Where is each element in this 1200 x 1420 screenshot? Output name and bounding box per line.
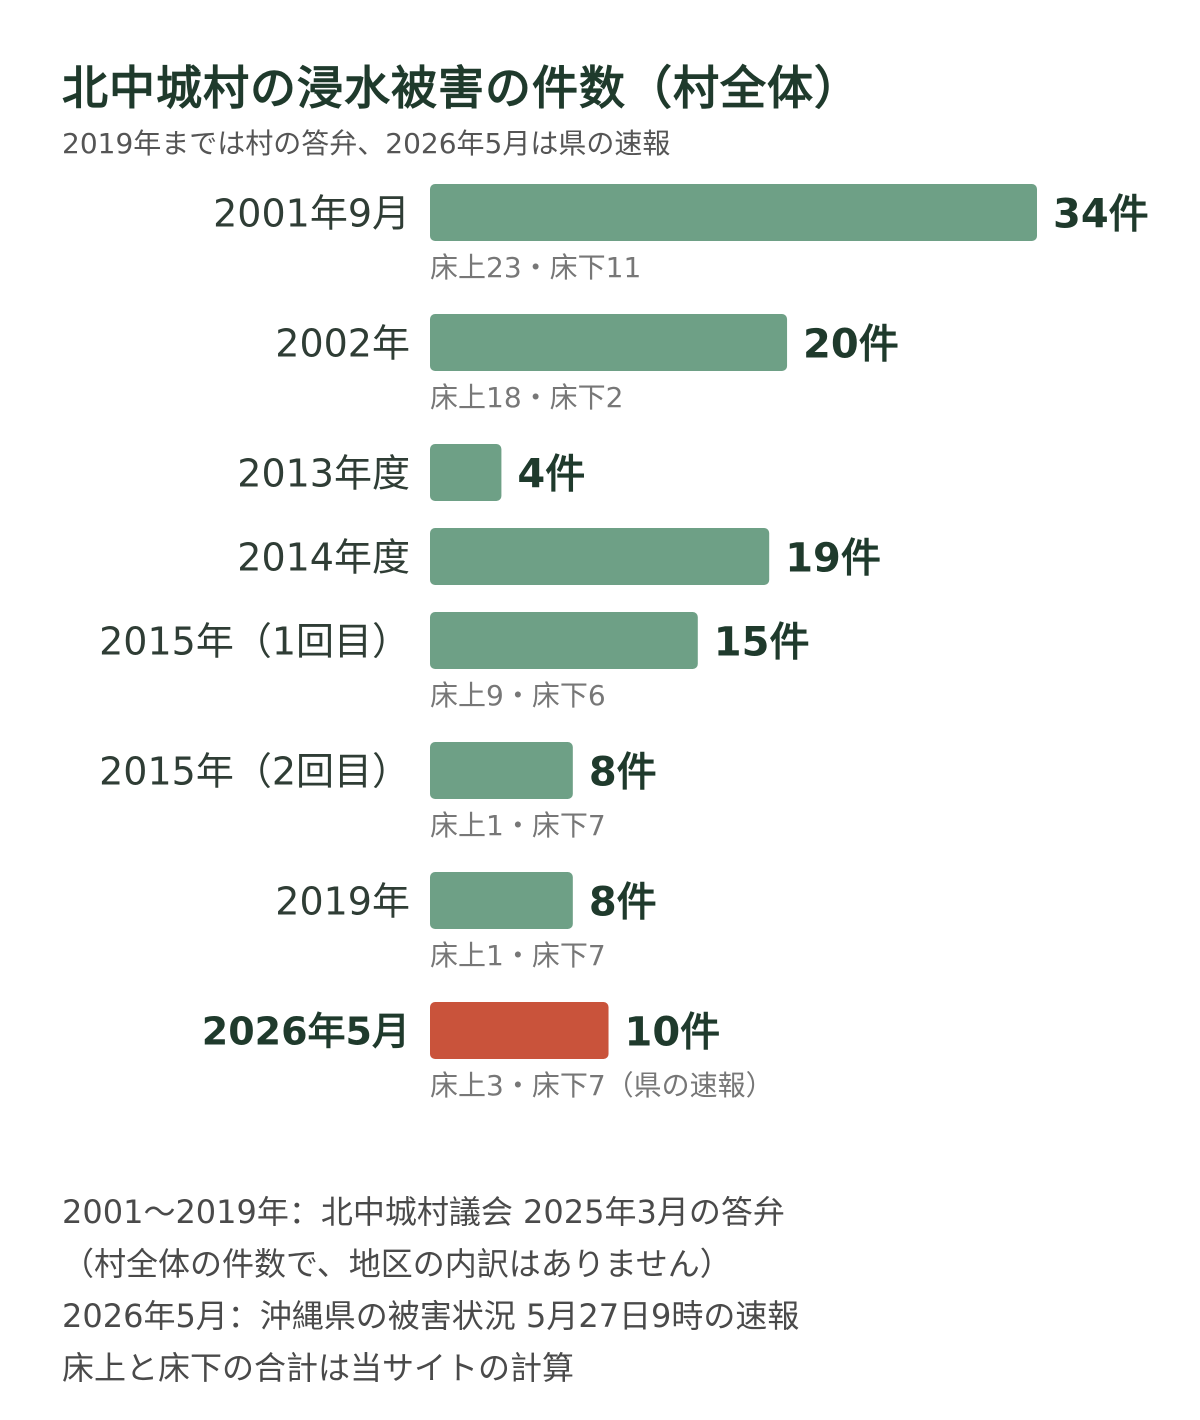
breakdown-label: 床上18・床下2 (430, 381, 623, 414)
breakdown-label: 床上9・床下6 (430, 679, 606, 712)
category-label: 2015年（1回目） (99, 620, 410, 664)
value-label: 8件 (589, 880, 657, 926)
breakdown-label: 床上1・床下7 (430, 939, 606, 972)
value-label: 8件 (589, 750, 657, 796)
bar (430, 314, 788, 371)
category-label: 2014年度 (237, 536, 410, 580)
bar-highlight (430, 1002, 609, 1059)
source-notes: 2001〜2019年：北中城村議会 2025年3月の答弁 （村全体の件数で、地区… (62, 1186, 1162, 1394)
chart-subtitle: 2019年までは村の答弁、2026年5月は県の速報 (62, 127, 671, 160)
value-label: 15件 (714, 620, 810, 666)
bar (430, 872, 573, 929)
bar (430, 612, 698, 669)
breakdown-label: 床上23・床下11 (430, 251, 641, 284)
value-label: 19件 (785, 536, 881, 582)
category-label: 2013年度 (237, 452, 410, 496)
category-label: 2002年 (275, 322, 410, 366)
bar (430, 444, 502, 501)
category-label: 2015年（2回目） (99, 750, 410, 794)
bar (430, 742, 573, 799)
value-label: 34件 (1053, 192, 1149, 238)
chart-title: 北中城村の浸水被害の件数（村全体） (62, 61, 861, 115)
value-label: 4件 (517, 452, 585, 498)
value-label: 10件 (625, 1010, 721, 1056)
breakdown-label: 床上1・床下7 (430, 809, 606, 842)
value-label: 20件 (803, 322, 899, 368)
category-label: 2019年 (275, 880, 410, 924)
note-line: 床上と床下の合計は当サイトの計算 (62, 1349, 575, 1387)
note-line: 2026年5月：沖縄県の被害状況 5月27日9時の速報 (62, 1297, 800, 1335)
bar (430, 184, 1037, 241)
category-label: 2001年9月 (213, 192, 410, 236)
bar (430, 528, 770, 585)
breakdown-label: 床上3・床下7（県の速報） (430, 1069, 774, 1102)
note-line: （村全体の件数で、地区の内訳はありません） (62, 1245, 732, 1283)
note-line: 2001〜2019年：北中城村議会 2025年3月の答弁 (62, 1193, 785, 1231)
category-label: 2026年5月 (202, 1010, 410, 1054)
